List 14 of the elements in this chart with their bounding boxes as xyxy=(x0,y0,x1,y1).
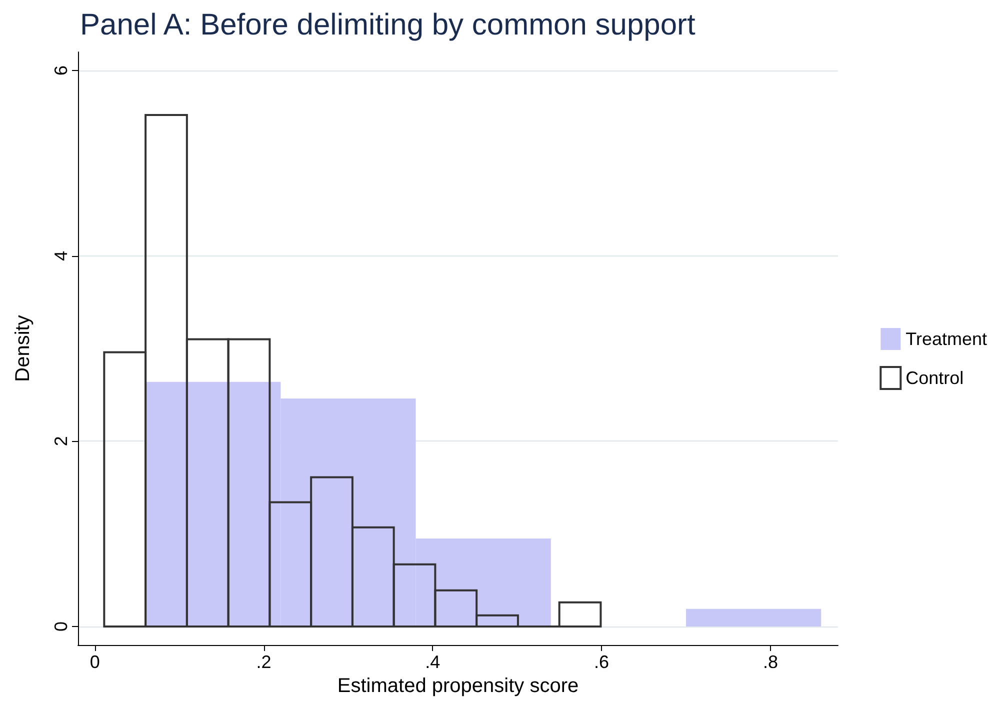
y-tick-label: 0 xyxy=(51,621,71,632)
x-tick-label: .2 xyxy=(256,652,272,672)
x-tick-label: 0 xyxy=(90,652,100,672)
x-tick-label: .4 xyxy=(425,652,440,672)
x-axis-title: Estimated propensity score xyxy=(337,674,579,697)
x-tick-label: .6 xyxy=(594,652,610,672)
chart-title: Panel A: Before delimiting by common support xyxy=(80,8,696,42)
y-tick-label: 2 xyxy=(51,436,71,446)
x-tick-label: .8 xyxy=(762,652,778,672)
y-tick-label: 4 xyxy=(51,250,71,261)
legend-label: Control xyxy=(906,368,964,388)
y-tick-label: 6 xyxy=(51,66,71,76)
legend-label: Treatment xyxy=(906,329,988,349)
y-axis-title: Density xyxy=(12,315,34,382)
